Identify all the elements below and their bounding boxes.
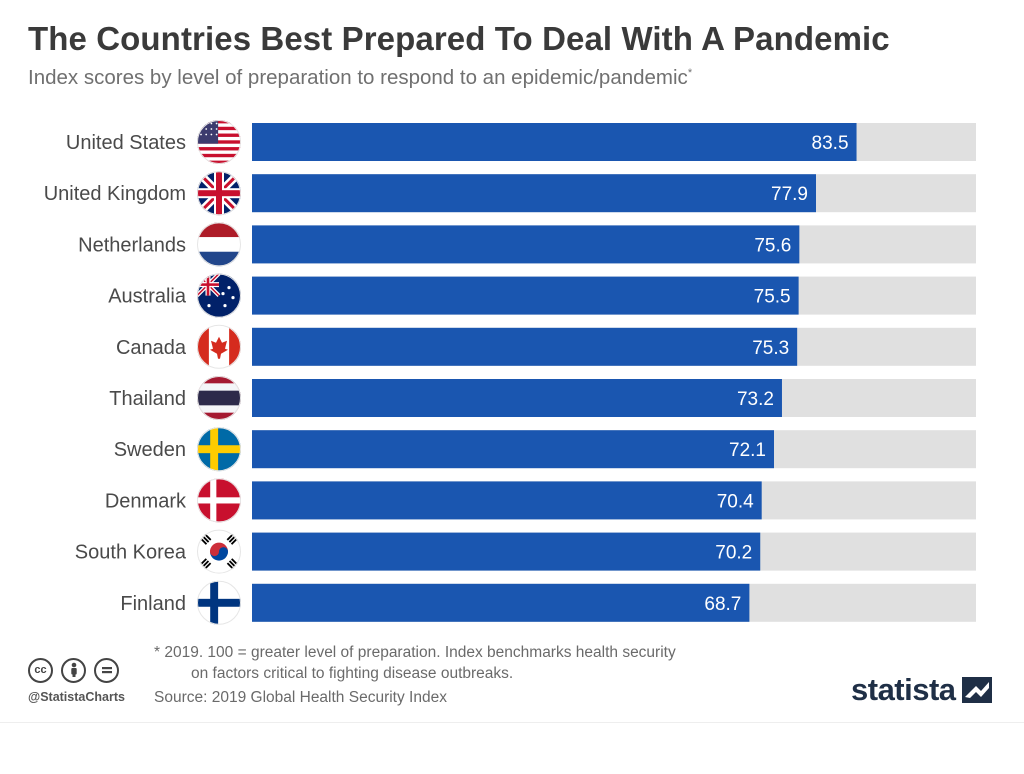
south-korea-flag-icon	[197, 529, 241, 574]
category-label: Finland	[120, 593, 186, 615]
brand-wordmark: statista	[851, 672, 956, 707]
source-note: Source: 2019 Global Health Security Inde…	[154, 689, 447, 706]
value-label: 70.2	[715, 543, 752, 564]
netherlands-flag-icon	[197, 222, 241, 267]
bar-row-thailand: 73.2 Thailand	[109, 376, 976, 420]
finland-flag-icon	[197, 580, 241, 625]
bar-thailand[interactable]	[252, 379, 782, 417]
nd-icon	[94, 658, 119, 683]
bar-row-canada: 75.3 Canada	[116, 324, 976, 369]
statista-logo[interactable]: statista	[851, 672, 992, 708]
bar-chart: 83.5 United States 77.9 United Kingdom 75.6 N…	[44, 120, 976, 625]
category-label: Sweden	[114, 439, 186, 461]
uk-flag-icon	[197, 171, 241, 216]
category-label: United Kingdom	[44, 183, 186, 205]
value-label: 70.4	[717, 491, 754, 512]
thailand-flag-icon	[197, 376, 241, 420]
category-label: Thailand	[109, 388, 186, 410]
bar-canada[interactable]	[252, 327, 798, 366]
footnote-line-2: on factors critical to fighting disease …	[191, 665, 514, 682]
sweden-flag-icon	[197, 427, 241, 472]
cc-icon: cc	[28, 658, 53, 683]
category-label: United States	[66, 132, 186, 154]
value-label: 75.5	[754, 287, 791, 308]
value-label: 75.3	[752, 338, 789, 359]
bar-sweden[interactable]	[252, 430, 775, 469]
value-label: 72.1	[729, 440, 766, 461]
bar-row-denmark: 70.4 Denmark	[105, 478, 976, 523]
category-label: Denmark	[105, 490, 187, 512]
subtitle-text: Index scores by level of preparation to …	[28, 66, 688, 89]
value-label: 83.5	[812, 133, 849, 154]
subtitle-footnote-marker: *	[687, 67, 693, 80]
bar-australia[interactable]	[252, 276, 799, 315]
bar-row-australia: 75.5 Australia	[108, 273, 976, 318]
chart-title: The Countries Best Prepared To Deal With…	[28, 20, 890, 57]
category-label: Australia	[108, 286, 187, 308]
bar-row-sweden: 72.1 Sweden	[114, 427, 976, 472]
value-label: 75.6	[754, 235, 791, 256]
by-icon	[61, 658, 86, 683]
category-label: South Korea	[75, 542, 187, 564]
bar-row-united-kingdom: 77.9 United Kingdom	[44, 171, 976, 216]
page-divider	[0, 722, 1024, 723]
footnote: * 2019. 100 = greater level of preparati…	[154, 642, 774, 684]
value-label: 68.7	[704, 594, 741, 615]
value-label: 77.9	[771, 184, 808, 205]
denmark-flag-icon	[197, 478, 241, 523]
australia-flag-icon	[197, 273, 241, 318]
value-label: 73.2	[737, 389, 774, 410]
bar-united-kingdom[interactable]	[252, 174, 816, 213]
bar-finland[interactable]	[252, 583, 750, 622]
category-label: Netherlands	[78, 234, 186, 256]
footnote-line-1: * 2019. 100 = greater level of preparati…	[154, 644, 676, 661]
bar-row-netherlands: 75.6 Netherlands	[78, 222, 976, 267]
bar-row-south-korea: 70.2 South Korea	[75, 529, 976, 574]
category-label: Canada	[116, 337, 187, 359]
bar-denmark[interactable]	[252, 481, 762, 520]
social-handle[interactable]: @StatistaCharts	[28, 690, 125, 704]
canada-flag-icon	[197, 324, 241, 369]
statista-mark-icon	[961, 677, 992, 703]
chart-card: The Countries Best Prepared To Deal With…	[28, 20, 992, 708]
bar-row-finland: 68.7 Finland	[120, 580, 976, 625]
bar-united-states[interactable]	[252, 123, 857, 161]
bar-netherlands[interactable]	[252, 225, 800, 264]
bar-south-korea[interactable]	[252, 532, 761, 571]
us-flag-icon	[197, 120, 241, 164]
bar-row-united-states: 83.5 United States	[66, 120, 976, 164]
chart-subtitle: Index scores by level of preparation to …	[28, 66, 692, 90]
